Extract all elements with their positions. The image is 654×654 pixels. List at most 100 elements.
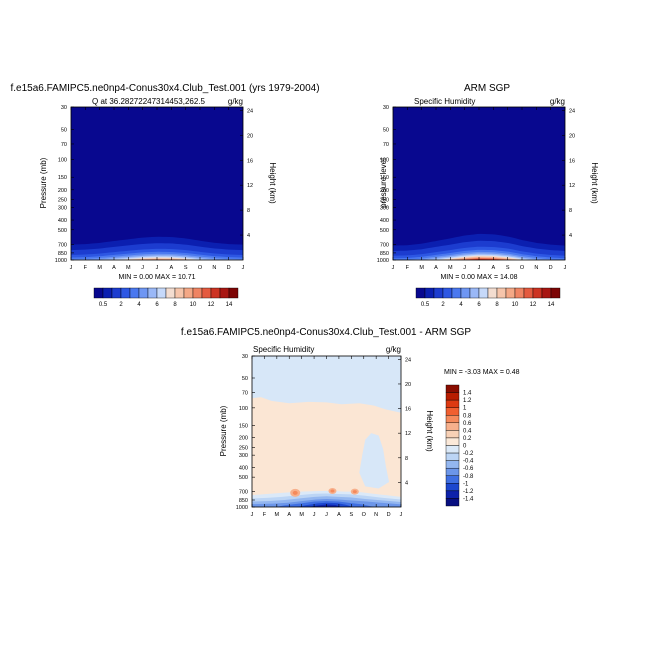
pressure-tick-label: 150 [380, 175, 389, 181]
colorbar-label: -1.2 [463, 489, 474, 495]
month-tick-label: J [156, 265, 159, 271]
month-tick-label: M [419, 265, 424, 271]
pressure-tick-label: 30 [383, 105, 389, 111]
month-tick-label: J [70, 265, 73, 271]
colorbar-box [478, 287, 489, 299]
month-tick-label: O [520, 265, 525, 271]
colorbar-box [129, 287, 140, 299]
colorbar-label: 8 [495, 302, 499, 308]
colorbar-box [445, 415, 460, 424]
pressure-tick-label: 70 [242, 390, 248, 396]
pressure-tick-label: 300 [380, 205, 389, 211]
colorbar-box [514, 287, 525, 299]
pressure-tick-label: 70 [383, 142, 389, 148]
month-tick-label: O [362, 512, 367, 518]
month-tick-label: M [275, 512, 280, 518]
panel-model: f.e15a6.FAMIPC5.ne0np4-Conus30x4.Club_Te… [10, 83, 319, 308]
pressure-tick-label: 150 [58, 175, 67, 181]
colorbar-label: 14 [548, 302, 555, 308]
colorbar-box [192, 287, 203, 299]
month-tick-label: J [463, 265, 466, 271]
colorbar-box [460, 287, 471, 299]
colorbar-label: 2 [441, 302, 445, 308]
diff-positive-blob-core [292, 490, 298, 495]
panel-diff-colorbar: 1.41.2 10.8 0.60.4 0.2 0-0.2 -0.4-0.6 -0.8-1 -1… [445, 384, 474, 507]
height-tick-label: 24 [405, 357, 411, 363]
month-tick-label: M [448, 265, 453, 271]
panel-model-field [71, 107, 243, 260]
colorbar-box [445, 460, 460, 469]
pressure-tick-label: 250 [380, 198, 389, 204]
height-tick-label: 12 [405, 431, 411, 437]
month-tick-label: S [184, 265, 188, 271]
colorbar-label: 6 [155, 302, 159, 308]
pressure-tick-label: 250 [239, 445, 248, 451]
colorbar-box [541, 287, 552, 299]
month-tick-label: O [198, 265, 203, 271]
colorbar-label: 0.5 [99, 302, 108, 308]
colorbar-label: 0.6 [463, 421, 472, 427]
colorbar-label: 1 [463, 406, 467, 412]
month-tick-label: J [478, 265, 481, 271]
colorbar-label: 8 [173, 302, 177, 308]
height-tick-label: 4 [569, 233, 572, 239]
diff-positive-blob-core [352, 490, 357, 494]
panel-diff-units: g/kg [386, 345, 401, 354]
height-tick-label: 24 [569, 108, 575, 114]
colorbar-box [102, 287, 113, 299]
month-tick-label: J [313, 512, 316, 518]
panel-diff-ylabel: Pressure (mb) [219, 405, 228, 456]
colorbar-box [445, 384, 460, 393]
colorbar-box [445, 445, 460, 454]
colorbar-box [228, 287, 239, 299]
height-tick-label: 16 [405, 407, 411, 413]
colorbar-box [219, 287, 230, 299]
month-tick-label: F [406, 265, 410, 271]
panel-diff-ylabel-right: Height (km) [425, 410, 434, 452]
pressure-tick-label: 700 [239, 490, 248, 496]
colorbar-box [93, 287, 104, 299]
panel-model-colorbar: 0.5 2 4 6 8 10 12 14 [93, 287, 239, 308]
month-tick-label: D [227, 265, 231, 271]
panel-model-title: f.e15a6.FAMIPC5.ne0np4-Conus30x4.Club_Te… [10, 83, 319, 94]
colorbar-box [445, 498, 460, 507]
colorbar-box [183, 287, 194, 299]
pressure-tick-label: 1000 [55, 258, 67, 264]
month-tick-label: F [263, 512, 267, 518]
month-tick-label: D [549, 265, 553, 271]
colorbar-box [505, 287, 516, 299]
colorbar-box [111, 287, 122, 299]
panel-obs-colorbar: 0.5 2 4 6 8 10 12 14 [415, 287, 561, 308]
panel-obs-left-label: Specific Humidity [414, 97, 475, 106]
colorbar-label: 4 [459, 302, 463, 308]
panel-diff: f.e15a6.FAMIPC5.ne0np4-Conus30x4.Club_Te… [181, 327, 520, 518]
colorbar-box [445, 467, 460, 476]
panel-obs-field [393, 107, 565, 260]
month-tick-label: J [325, 512, 328, 518]
month-tick-label: S [349, 512, 353, 518]
pressure-tick-label: 100 [239, 406, 248, 412]
colorbar-label: 1.2 [463, 398, 472, 404]
height-tick-label: 24 [247, 108, 253, 114]
colorbar-box [201, 287, 212, 299]
diff-negative-band-6 [308, 504, 342, 507]
colorbar-box [445, 430, 460, 439]
pressure-tick-label: 100 [380, 158, 389, 164]
panel-obs: ARM SGP Specific Humidity g/kg 305070100… [377, 83, 599, 308]
panel-obs-ylabel-right: Height (km) [590, 162, 599, 204]
colorbar-box [550, 287, 561, 299]
pressure-tick-label: 1000 [377, 258, 389, 264]
colorbar-box [445, 422, 460, 431]
colorbar-box [156, 287, 167, 299]
colorbar-label: 12 [530, 302, 537, 308]
colorbar-label: 14 [226, 302, 233, 308]
height-tick-label: 4 [247, 233, 250, 239]
colorbar-label: 10 [512, 302, 519, 308]
colorbar-label: -1.4 [463, 496, 474, 502]
colorbar-box [523, 287, 534, 299]
colorbar-box [445, 452, 460, 461]
pressure-tick-label: 70 [61, 142, 67, 148]
pressure-tick-label: 300 [239, 453, 248, 459]
height-tick-label: 20 [247, 133, 253, 139]
